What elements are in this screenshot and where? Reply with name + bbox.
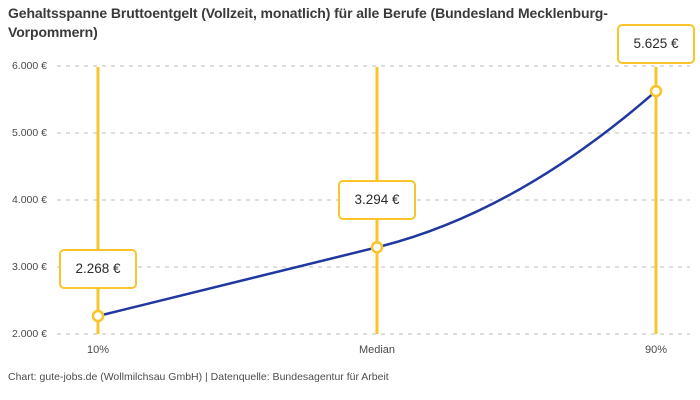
data-point-marker (91, 309, 105, 323)
y-axis-tick-label: 2.000 € (11, 328, 47, 340)
y-axis-tick-label: 3.000 € (11, 261, 47, 273)
value-label-box: 2.268 € (59, 249, 137, 289)
x-axis-category-label: 90% (644, 344, 668, 356)
y-axis-tick-label: 5.000 € (11, 127, 47, 139)
chart-footer: Chart: gute-jobs.de (Wollmilchsau GmbH) … (8, 371, 389, 383)
chart-title: Gehaltsspanne Bruttoentgelt (Vollzeit, m… (8, 5, 608, 41)
x-axis-category-label: 10% (86, 344, 110, 356)
data-point-marker (370, 241, 384, 254)
data-point-marker (649, 84, 663, 98)
value-label-box: 5.625 € (617, 24, 695, 65)
y-axis-tick-label: 4.000 € (11, 194, 47, 206)
x-axis-category-label: Median (358, 344, 396, 356)
value-label-box: 3.294 € (338, 180, 416, 221)
y-axis-tick-label: 6.000 € (11, 60, 47, 72)
